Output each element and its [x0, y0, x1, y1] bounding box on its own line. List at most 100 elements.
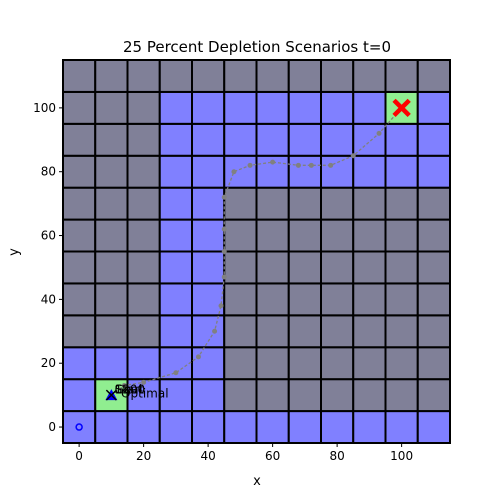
grid-cell [94, 410, 129, 445]
grid-cell [352, 122, 387, 157]
annotation-label: Start [115, 383, 145, 397]
grid-cell [255, 90, 290, 125]
grid-cell [287, 59, 322, 93]
grid-cell [352, 250, 387, 285]
grid-cell [94, 186, 129, 221]
grid-cell [352, 218, 387, 253]
grid-cell [126, 186, 161, 221]
grid-cell [126, 250, 161, 285]
x-tick-label: 0 [75, 449, 83, 463]
y-tick-label: 60 [41, 229, 56, 243]
y-axis: 0 20 40 60 80 100 [33, 101, 63, 434]
grid-cell [126, 314, 161, 349]
path-point [218, 303, 224, 309]
grid-cell [287, 218, 322, 253]
grid-cell [384, 250, 419, 285]
grid-cell [158, 122, 193, 157]
grid-cell [255, 186, 290, 221]
grid-cell [94, 250, 129, 285]
grid-cell [223, 90, 258, 125]
grid-cell [191, 218, 226, 253]
grid-cell [126, 282, 161, 317]
grid-cell [158, 250, 193, 285]
path-point [221, 194, 227, 200]
grid-cell [94, 59, 129, 93]
agent-cross [105, 389, 117, 401]
grid-cell [126, 410, 161, 445]
path-point [295, 162, 301, 168]
path-point [121, 383, 127, 389]
grid-cell [223, 186, 258, 221]
grid-cell [255, 346, 290, 381]
grid-cell [255, 410, 290, 445]
path-point [221, 274, 227, 280]
grid-cell [320, 59, 355, 93]
grid-cell [158, 154, 193, 189]
grid-cell [223, 282, 258, 317]
grid-cell [94, 282, 129, 317]
path-point [350, 153, 356, 159]
grid-cell [287, 154, 322, 189]
grid-cell [191, 154, 226, 189]
grid-cell [191, 59, 226, 93]
grid-cell [255, 122, 290, 157]
grid-cell [416, 346, 451, 381]
grid-cell [62, 122, 97, 157]
grid-cell [158, 218, 193, 253]
x-tick-label: 40 [200, 449, 215, 463]
grid-cell [384, 314, 419, 349]
grid-cell [287, 90, 322, 125]
path-point [376, 130, 382, 136]
grid-cell [62, 250, 97, 285]
grid-cell [352, 346, 387, 381]
x-axis: 0 20 40 60 80 100 [75, 443, 413, 463]
grid-cell [223, 410, 258, 445]
grid-cell [255, 378, 290, 413]
grid-cell [223, 346, 258, 381]
grid-cell [94, 218, 129, 253]
grid-cell [62, 90, 97, 125]
path-point [308, 162, 314, 168]
grid-cell [191, 314, 226, 349]
grid-cell [384, 59, 419, 93]
x-tick-label: 60 [265, 449, 280, 463]
grid-cell [223, 378, 258, 413]
grid-cell [416, 122, 451, 157]
grid-cell [255, 218, 290, 253]
path-line [110, 107, 403, 396]
grid-cell [352, 314, 387, 349]
x-axis-label: x [253, 474, 261, 489]
grid-cell [158, 59, 193, 93]
grid-cell [223, 122, 258, 157]
grid-cell [416, 218, 451, 253]
path-point [173, 370, 179, 376]
grid-cell [320, 282, 355, 317]
grid-cell [255, 250, 290, 285]
grid-cell [191, 122, 226, 157]
grid-cell [191, 410, 226, 445]
grid-cell [384, 410, 419, 445]
grid-cell [416, 186, 451, 221]
grid-cell [255, 59, 290, 93]
grid-cell [287, 410, 322, 445]
path-point [221, 226, 227, 232]
grid-cell [384, 186, 419, 221]
annotation-label: Optimal [121, 387, 168, 401]
grid-cell [287, 122, 322, 157]
annotation-label: Goal [115, 383, 142, 397]
grid-cell [158, 90, 193, 125]
grid-cell [416, 410, 451, 445]
grid-cell [352, 186, 387, 221]
grid-cell [384, 122, 419, 157]
grid-cell [62, 410, 97, 445]
grid-cell [158, 186, 193, 221]
grid-cell [416, 378, 451, 413]
goal-marker [392, 98, 411, 118]
path-point [247, 162, 253, 168]
grid-cell [287, 250, 322, 285]
grid-cell [416, 250, 451, 285]
grid-cell [191, 90, 226, 125]
grid-cell [352, 410, 387, 445]
chart-title: 25 Percent Depletion Scenarios t=0 [123, 38, 391, 56]
